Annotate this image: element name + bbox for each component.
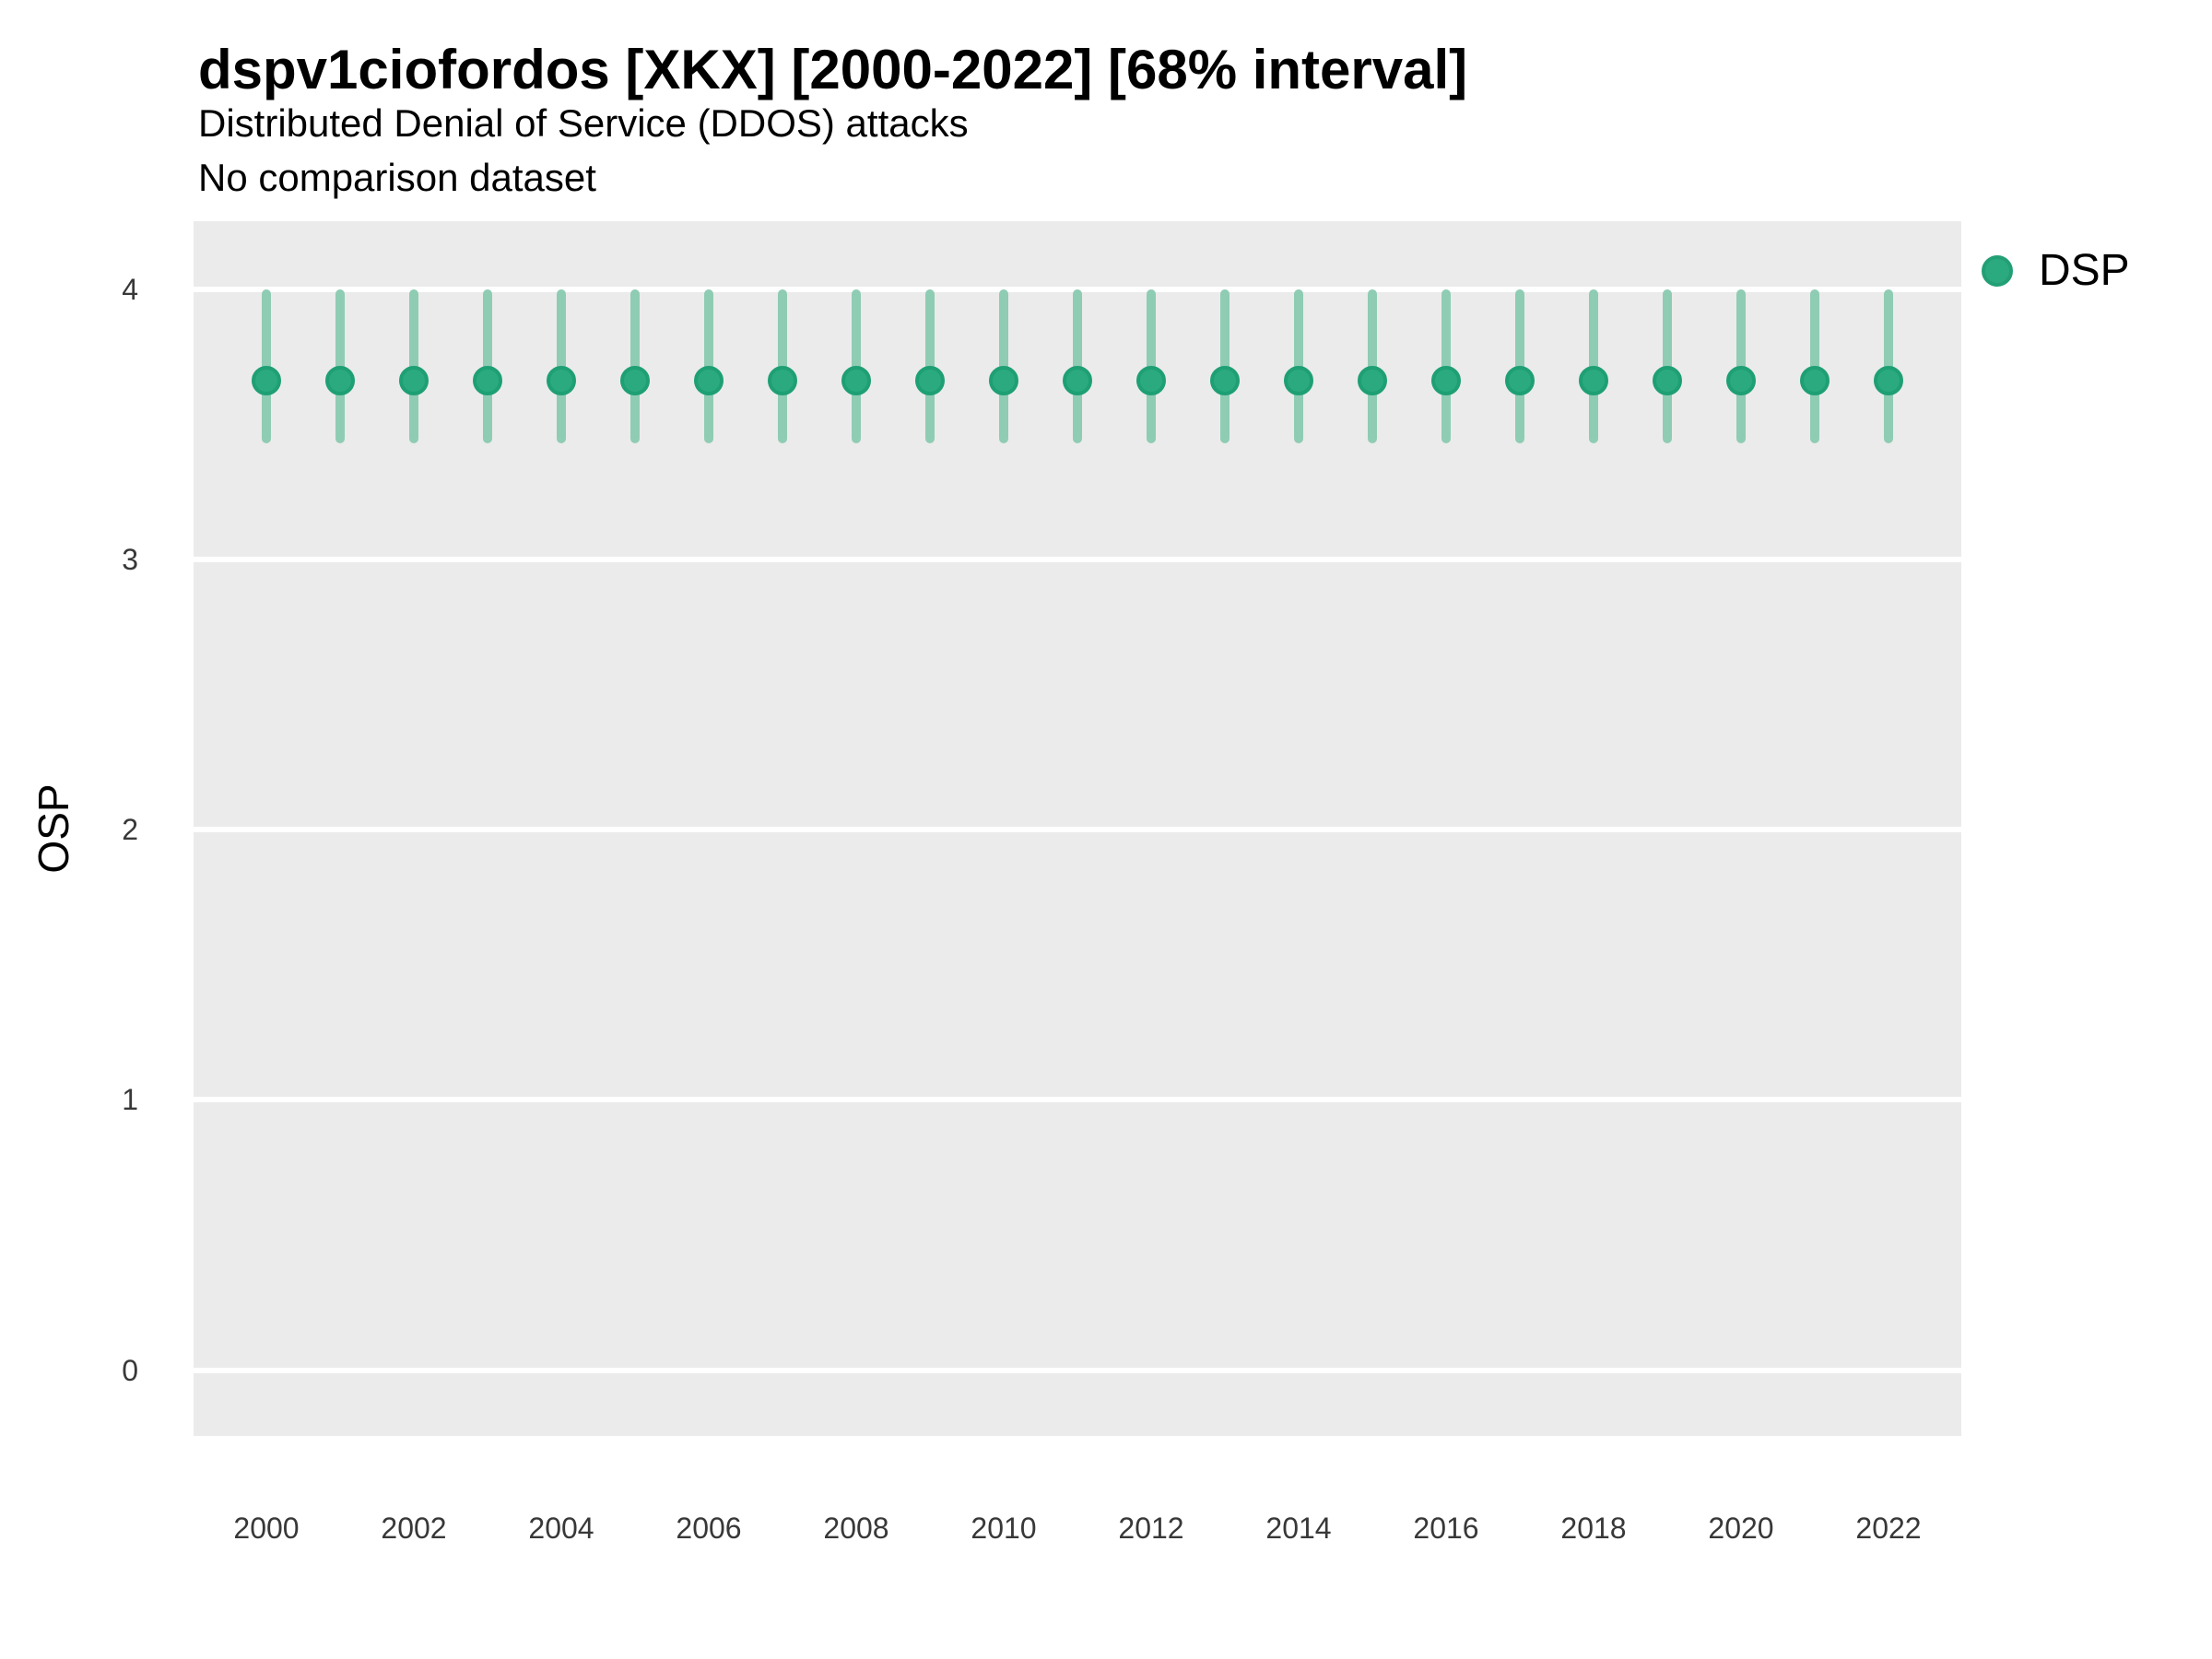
point-marker-2022 xyxy=(1874,366,1903,396)
legend-point-icon xyxy=(1982,255,2013,287)
point-marker-2007 xyxy=(768,366,797,396)
y-tick-label-0: 0 xyxy=(122,1353,138,1387)
interval-line-2015 xyxy=(1368,288,1377,443)
interval-line-2010 xyxy=(999,288,1008,443)
x-tick-label-2002: 2002 xyxy=(381,1512,447,1545)
x-tick-label-2018: 2018 xyxy=(1560,1512,1627,1545)
interval-line-2001 xyxy=(335,288,345,443)
interval-line-2014 xyxy=(1294,288,1303,443)
y-tick-label-3: 3 xyxy=(122,542,138,576)
point-marker-2011 xyxy=(1063,366,1092,396)
gridline-y-3 xyxy=(194,556,1961,562)
point-marker-2002 xyxy=(399,366,429,396)
point-marker-2010 xyxy=(989,366,1018,396)
y-tick-label-1: 1 xyxy=(122,1083,138,1117)
interval-line-2008 xyxy=(852,288,861,443)
point-marker-2001 xyxy=(325,366,355,396)
point-marker-2006 xyxy=(694,366,724,396)
y-tick-label-4: 4 xyxy=(122,272,138,306)
legend: DSP xyxy=(1982,249,2130,293)
interval-line-2019 xyxy=(1663,288,1672,443)
point-marker-2020 xyxy=(1726,366,1756,396)
interval-line-2009 xyxy=(925,288,935,443)
y-tick-label-2: 2 xyxy=(122,813,138,846)
x-tick-label-2016: 2016 xyxy=(1413,1512,1479,1545)
point-marker-2012 xyxy=(1136,366,1166,396)
point-marker-2017 xyxy=(1505,366,1535,396)
x-tick-label-2014: 2014 xyxy=(1265,1512,1332,1545)
gridline-y-2 xyxy=(194,827,1961,832)
chart-title: dspv1ciofordos [XKX] [2000-2022] [68% in… xyxy=(198,39,1468,100)
interval-line-2012 xyxy=(1147,288,1156,443)
plot-panel xyxy=(194,221,1961,1436)
interval-line-2022 xyxy=(1884,288,1893,443)
x-tick-label-2000: 2000 xyxy=(233,1512,300,1545)
interval-line-2005 xyxy=(630,288,640,443)
interval-line-2006 xyxy=(704,288,713,443)
chart-comparison-note: No comparison dataset xyxy=(198,156,596,199)
interval-line-2018 xyxy=(1589,288,1598,443)
interval-line-2020 xyxy=(1736,288,1746,443)
point-marker-2014 xyxy=(1284,366,1313,396)
x-tick-label-2010: 2010 xyxy=(971,1512,1037,1545)
interval-line-2021 xyxy=(1810,288,1819,443)
x-tick-label-2006: 2006 xyxy=(676,1512,742,1545)
x-tick-label-2004: 2004 xyxy=(528,1512,594,1545)
x-tick-label-2020: 2020 xyxy=(1708,1512,1774,1545)
interval-line-2004 xyxy=(557,288,566,443)
interval-line-2011 xyxy=(1073,288,1082,443)
gridline-y-0 xyxy=(194,1367,1961,1373)
point-marker-2018 xyxy=(1579,366,1608,396)
x-tick-label-2012: 2012 xyxy=(1118,1512,1184,1545)
gridline-y-1 xyxy=(194,1097,1961,1103)
point-marker-2004 xyxy=(547,366,576,396)
point-marker-2009 xyxy=(915,366,945,396)
x-tick-label-2008: 2008 xyxy=(823,1512,889,1545)
interval-line-2016 xyxy=(1441,288,1451,443)
interval-line-2003 xyxy=(483,288,492,443)
point-marker-2005 xyxy=(620,366,650,396)
point-marker-2021 xyxy=(1800,366,1830,396)
legend-label: DSP xyxy=(2039,246,2130,295)
point-marker-2016 xyxy=(1431,366,1461,396)
point-marker-2019 xyxy=(1653,366,1682,396)
interval-line-2007 xyxy=(778,288,787,443)
point-marker-2008 xyxy=(841,366,871,396)
interval-line-2000 xyxy=(262,288,271,443)
point-marker-2013 xyxy=(1210,366,1240,396)
x-tick-label-2022: 2022 xyxy=(1855,1512,1922,1545)
interval-line-2013 xyxy=(1220,288,1230,443)
point-marker-2015 xyxy=(1358,366,1387,396)
point-marker-2003 xyxy=(473,366,502,396)
interval-line-2017 xyxy=(1515,288,1524,443)
point-marker-2000 xyxy=(252,366,281,396)
interval-line-2002 xyxy=(409,288,418,443)
chart-subtitle: Distributed Denial of Service (DDOS) att… xyxy=(198,101,969,145)
